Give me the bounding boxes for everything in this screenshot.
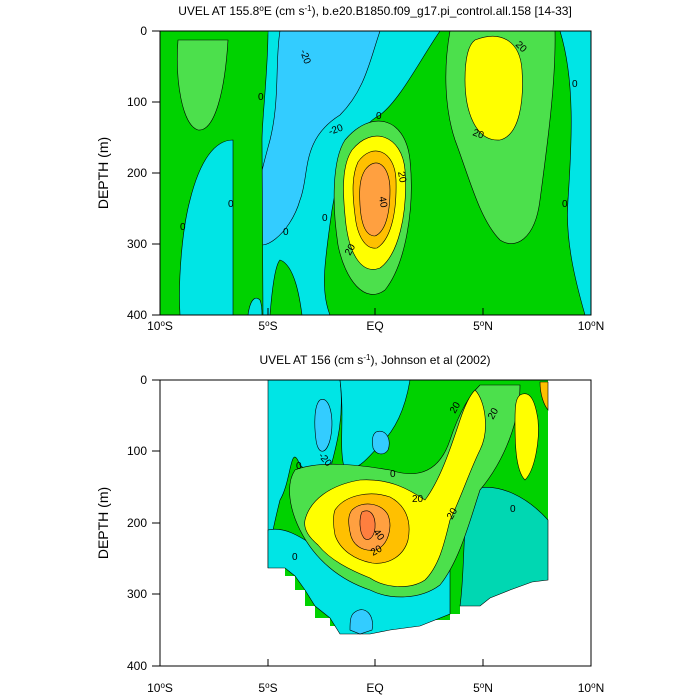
panel2-field [267,380,549,635]
panel2-clabel: 0 [296,461,302,472]
panel2-ylabel: DEPTH (m) [95,487,111,559]
panel2-clabel: 20 [412,494,424,505]
panel1-clabel: 20 [343,242,358,258]
panel1-contour-neg20 [253,31,381,246]
panel2-contour-pos30-right [539,381,549,411]
panel1-clabel: -20 [327,122,345,137]
panel2-title: UVEL AT 156 (cm s-1), Johnson et al (200… [259,353,490,368]
panel1-clabel: 0 [283,227,289,238]
panel1-clabel: 0 [180,222,186,233]
panel2-clabel: 20 [448,400,463,416]
xtick-label-eq: EQ [366,319,383,333]
panel1-clabel: 0 [572,79,578,90]
panel1-clabel: 0 [258,92,264,103]
xtick-label-10n: 10oN [578,319,604,334]
panel2-ticks [152,379,592,667]
panel2-contour-pos20-right [514,393,539,481]
ytick-label: 0 [140,373,147,387]
panel1-clabel: 20 [395,171,408,184]
xtick-label-10s: 10oS [147,681,173,696]
panel2-contour-labels: -20 0 0 20 40 20 20 20 20 0 0 [292,400,516,563]
ytick-label: 400 [127,308,147,322]
panel2-clabel: 0 [390,469,396,480]
panel1-xticks: 10oS 5oS EQ 5oN 10oN [147,319,604,334]
panel2-contour-neg-center [339,380,411,471]
panel1-contour-right-cyan [559,31,591,315]
panel1-clabel: 0 [228,199,234,210]
ytick-label: 300 [127,237,147,251]
panel2-clabel: 20 [445,506,460,522]
panel2-yticks: 0 100 200 300 400 [127,373,147,673]
panel1-ylabel: DEPTH (m) [95,137,111,209]
panel2-contour-neg20-a [314,399,333,452]
panel1-field [160,31,591,315]
panel2-clabel: 20 [369,543,385,558]
ytick-label: 100 [127,95,147,109]
panel2-xticks: 10oS 5oS EQ 5oN 10oN [147,681,604,696]
panel1-clabel: -20 [297,48,312,66]
panel1-title: UVEL AT 155.8oE (cm s-1), b.e20.B1850.f0… [178,4,572,19]
ytick-label: 400 [127,659,147,673]
xtick-label-5n: 5oN [473,681,493,696]
panel1-yticks: 0 100 200 300 400 [127,24,147,322]
ytick-label: 0 [140,24,147,38]
xtick-label-5s: 5oS [258,681,277,696]
panel1-contour-bottom-patch [247,297,263,315]
panel1-contour-left-pos10 [177,39,229,131]
panel2-contour-neg20-bottom [349,609,373,635]
panel2-clabel: 0 [510,504,516,515]
xtick-label-10s: 10oS [147,319,173,334]
xtick-label-5n: 5oN [473,319,493,334]
panel2-clabel: 20 [486,406,501,422]
panel1-green-left-fill [160,31,268,315]
panel2-clabel: 0 [292,552,298,563]
panel1-contour-eq-pos40 [359,162,391,237]
panel2-contour-neg20-b [372,430,390,455]
ytick-label: 100 [127,444,147,458]
panel2-contour-pos50 [359,510,376,540]
ytick-label: 200 [127,516,147,530]
xtick-label-5s: 5oS [258,319,277,334]
panel1-clabel: 0 [322,213,328,224]
xtick-label-10n: 10oN [578,681,604,696]
panel1-contour-right-pos20 [464,35,523,141]
ytick-label: 300 [127,587,147,601]
panel1-clabel: 0 [562,199,568,210]
panel1-contour-green-strip [269,259,303,315]
panel1-clabel: 20 [471,127,486,141]
panel1-clabel: 40 [376,196,389,209]
panel1-clabel: 0 [376,111,382,122]
panel1-contour-left-cyan [179,139,234,315]
panel1-contour-labels: -20 0 0 -20 0 20 40 20 0 0 0 0 20 20 0 0 [180,39,578,257]
panel1-ticks [152,30,592,316]
ytick-label: 200 [127,166,147,180]
xtick-label-eq: EQ [366,681,383,695]
